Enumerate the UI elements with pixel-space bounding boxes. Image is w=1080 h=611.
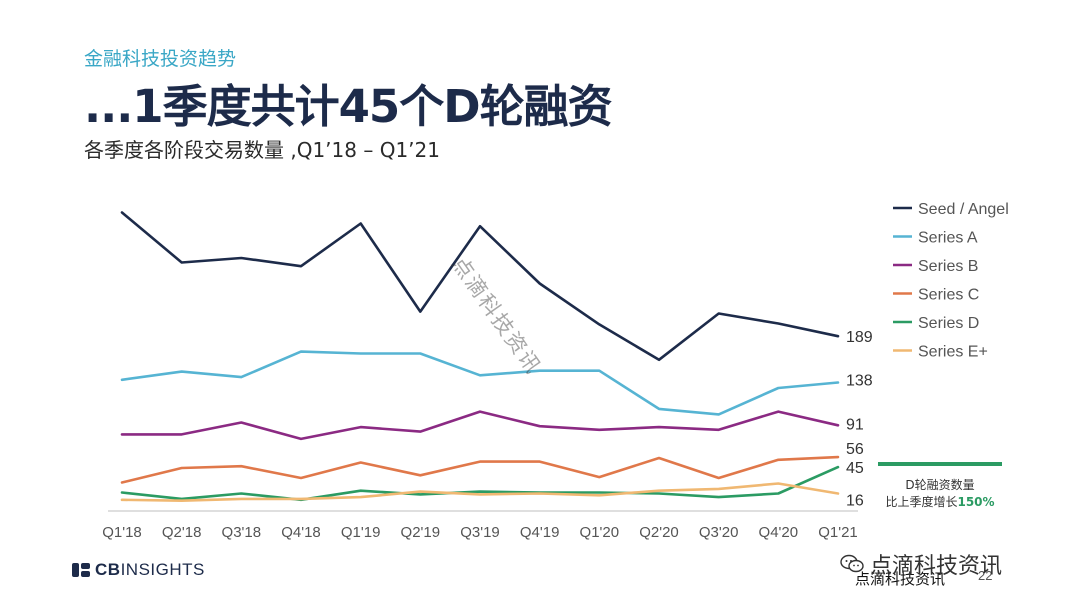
- x-tick-label: Q2'20: [639, 524, 679, 541]
- end-value-label: 189: [846, 329, 873, 346]
- series-line-series-b: [120, 410, 840, 441]
- section-label: 金融科技投资趋势: [84, 48, 237, 70]
- x-tick-label: Q1'21: [818, 524, 858, 541]
- x-tick-label: Q3'18: [222, 524, 262, 541]
- footer-watermark: 点滴科技资讯: [855, 570, 946, 588]
- cbinsights-logo: CBINSIGHTS: [72, 560, 205, 580]
- end-value-label: 138: [846, 373, 873, 390]
- x-tick-label: Q1'18: [102, 524, 142, 541]
- cbinsights-logo-icon: [72, 563, 90, 577]
- x-tick-label: Q4'20: [759, 524, 799, 541]
- page-title: ...1季度共计45个D轮融资: [84, 80, 613, 133]
- logo-text-bold: CB: [95, 560, 121, 579]
- x-tick-label: Q1'19: [341, 524, 381, 541]
- x-tick-label: Q3'19: [460, 524, 500, 541]
- x-tick-label: Q2'18: [162, 524, 202, 541]
- legend-label: Series C: [918, 287, 979, 304]
- end-value-label: 45: [846, 460, 864, 477]
- x-tick-label: Q3'20: [699, 524, 739, 541]
- page-number: 22: [978, 568, 993, 583]
- wechat-icon: [840, 554, 864, 573]
- legend-label: Seed / Angel: [918, 201, 1009, 218]
- chart-subtitle: 各季度各阶段交易数量 ,Q1’18 – Q1’21: [84, 138, 440, 162]
- legend-label: Series E+: [918, 344, 988, 361]
- legend-label: Series B: [918, 258, 978, 275]
- end-value-label: 56: [846, 441, 864, 458]
- logo-text: INSIGHTS: [120, 560, 205, 579]
- x-tick-label: Q4'18: [281, 524, 321, 541]
- x-tick-label: Q4'19: [520, 524, 560, 541]
- x-tick-label: Q2'19: [401, 524, 441, 541]
- annotation-line1: D轮融资数量: [905, 477, 974, 492]
- annotation-line2: 比上季度增长150%: [885, 494, 994, 509]
- end-value-label: 91: [846, 416, 864, 433]
- legend-label: Series D: [918, 315, 979, 332]
- legend-label: Series A: [918, 230, 978, 247]
- end-value-label: 16: [846, 492, 864, 509]
- series-line-series-c: [120, 455, 840, 484]
- wechat-badge: 点滴科技资讯: [840, 548, 1002, 580]
- wechat-label: 点滴科技资讯: [870, 554, 1003, 579]
- series-line-series-a: [120, 350, 840, 416]
- x-tick-label: Q1'20: [580, 524, 620, 541]
